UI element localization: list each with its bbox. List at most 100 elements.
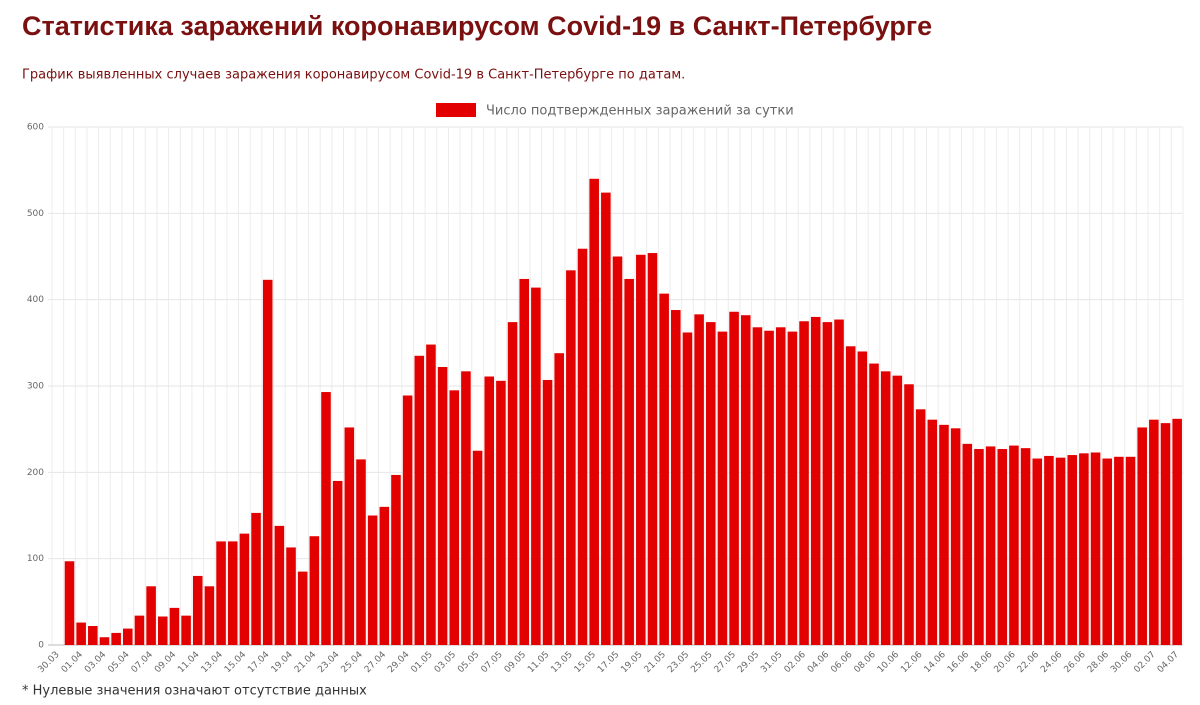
bar: [857, 351, 868, 645]
x-tick-label: 05.05: [456, 650, 481, 675]
bar: [1114, 456, 1124, 645]
bar: [251, 512, 261, 645]
bar: [1032, 458, 1043, 645]
x-tick-label: 07.04: [130, 650, 155, 675]
bar: [472, 450, 483, 645]
x-tick-label: 25.04: [340, 650, 365, 675]
bar: [227, 541, 238, 645]
x-tick-label: 11.05: [526, 650, 551, 675]
bar: [601, 192, 611, 645]
x-tick-label: 09.04: [153, 650, 178, 675]
bar: [414, 355, 425, 645]
bar: [962, 443, 973, 645]
bar: [496, 380, 506, 645]
bar: [367, 515, 378, 645]
bar: [671, 310, 681, 645]
bar: [717, 331, 728, 645]
x-tick-label: 14.06: [923, 650, 948, 675]
bar: [379, 506, 390, 645]
bar: [297, 571, 308, 645]
bar: [985, 446, 996, 645]
x-tick-label: 21.05: [643, 650, 668, 675]
bar: [950, 428, 961, 645]
bar: [449, 390, 460, 645]
bar: [764, 330, 774, 645]
y-tick-label: 0: [38, 641, 44, 651]
bar: [181, 615, 191, 645]
bar: [274, 525, 285, 645]
bar: [262, 279, 273, 645]
x-tick-label: 10.06: [876, 650, 901, 675]
x-tick-label: 13.04: [200, 650, 225, 675]
bar: [682, 332, 693, 645]
x-tick-label: 08.06: [853, 650, 878, 675]
y-tick-label: 500: [27, 209, 44, 219]
x-tick-label: 13.05: [549, 650, 574, 675]
bar: [834, 319, 844, 645]
bar: [1149, 419, 1159, 645]
x-tick-label: 17.05: [596, 650, 621, 675]
bar: [939, 424, 949, 645]
bar: [845, 346, 856, 645]
bar: [694, 314, 704, 645]
x-tick-label: 02.06: [783, 650, 808, 675]
bar: [647, 253, 658, 645]
x-tick-label: 16.06: [946, 650, 971, 675]
bar: [566, 270, 576, 645]
bar: [123, 628, 133, 645]
bar: [577, 248, 588, 646]
bar: [111, 632, 121, 645]
bar: [391, 474, 401, 645]
x-tick-label: 15.04: [223, 650, 248, 675]
bar: [344, 427, 355, 645]
bar: [659, 293, 669, 645]
bar: [904, 384, 914, 645]
bar: [309, 536, 320, 645]
bar: [1090, 452, 1101, 645]
bar: [146, 586, 156, 645]
x-tick-label: 17.04: [246, 650, 271, 675]
bar: [484, 376, 495, 645]
bar: [880, 371, 891, 645]
bar: [519, 278, 530, 645]
x-tick-label: 05.04: [106, 650, 131, 675]
x-tick-label: 04.07: [1156, 650, 1181, 675]
x-tick-label: 03.04: [83, 650, 108, 675]
bar: [531, 287, 541, 645]
bar: [799, 321, 809, 645]
bar: [356, 459, 366, 645]
bar: [204, 586, 215, 645]
x-tick-label: 01.04: [60, 650, 85, 675]
bar: [974, 449, 984, 645]
legend-label[interactable]: Число подтвержденных заражений за сутки: [486, 104, 794, 119]
x-tick-label: 15.05: [573, 650, 598, 675]
legend-swatch[interactable]: [436, 103, 476, 117]
bar: [915, 409, 926, 645]
bar: [426, 344, 436, 645]
bar: [1079, 453, 1089, 645]
bar: [192, 575, 203, 645]
x-tick-label: 29.04: [386, 650, 411, 675]
bar: [810, 316, 821, 645]
bar: [752, 327, 763, 645]
x-tick-label: 09.05: [503, 650, 528, 675]
bar: [157, 616, 168, 645]
bar: [1067, 455, 1078, 645]
x-tick-label: 11.04: [176, 650, 201, 675]
x-tick-label: 19.04: [270, 650, 295, 675]
x-tick-label: 31.05: [759, 650, 784, 675]
x-tick-label: 22.06: [1016, 650, 1041, 675]
bar: [775, 327, 786, 645]
bar: [1102, 458, 1112, 645]
bar: [76, 622, 86, 645]
bar: [1009, 445, 1019, 645]
chart-subtitle: График выявленных случаев заражения коро…: [22, 68, 685, 83]
bar: [542, 379, 553, 645]
bar: [869, 363, 879, 645]
x-tick-label: 12.06: [899, 650, 924, 675]
bar: [1125, 456, 1136, 645]
bar: [729, 311, 739, 645]
bar: [554, 353, 564, 645]
x-tick-label: 28.06: [1086, 650, 1111, 675]
